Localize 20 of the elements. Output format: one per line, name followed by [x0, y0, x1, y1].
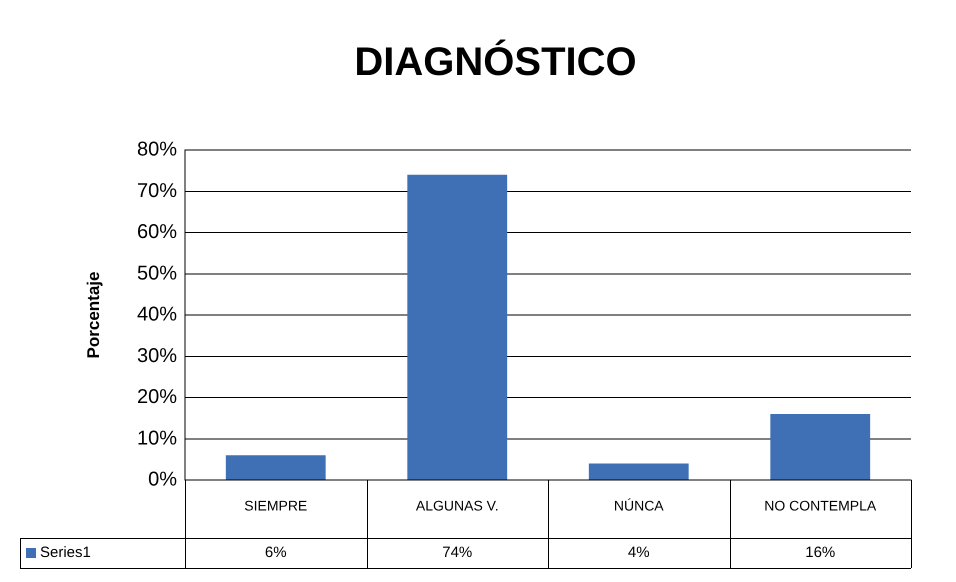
- x-tick-label: SIEMPRE: [244, 497, 308, 514]
- y-tick-label: 20%: [136, 386, 178, 408]
- chart-title: DIAGNÓSTICO: [354, 39, 637, 84]
- y-tick-label: 40%: [136, 304, 178, 326]
- data-label: 16%: [805, 544, 836, 562]
- y-tick-label: 0%: [148, 468, 178, 491]
- y-tick-label: 70%: [136, 180, 178, 202]
- y-tick-label: 50%: [136, 262, 178, 284]
- legend-label: Series1: [40, 544, 91, 562]
- x-tick-label: ALGUNAS V.: [416, 497, 499, 514]
- data-label: 6%: [264, 544, 287, 562]
- data-label: 74%: [442, 544, 472, 562]
- y-axis-title: Porcentaje: [84, 272, 103, 358]
- data-label: 4%: [628, 544, 650, 562]
- y-tick-label: 10%: [136, 427, 178, 450]
- x-tick-label: NÚNCA: [614, 497, 664, 514]
- y-tick-label: 80%: [136, 138, 178, 161]
- y-tick-label: 60%: [136, 221, 178, 244]
- x-tick-label: NO CONTEMPLA: [764, 497, 877, 514]
- y-tick-label: 30%: [136, 344, 178, 367]
